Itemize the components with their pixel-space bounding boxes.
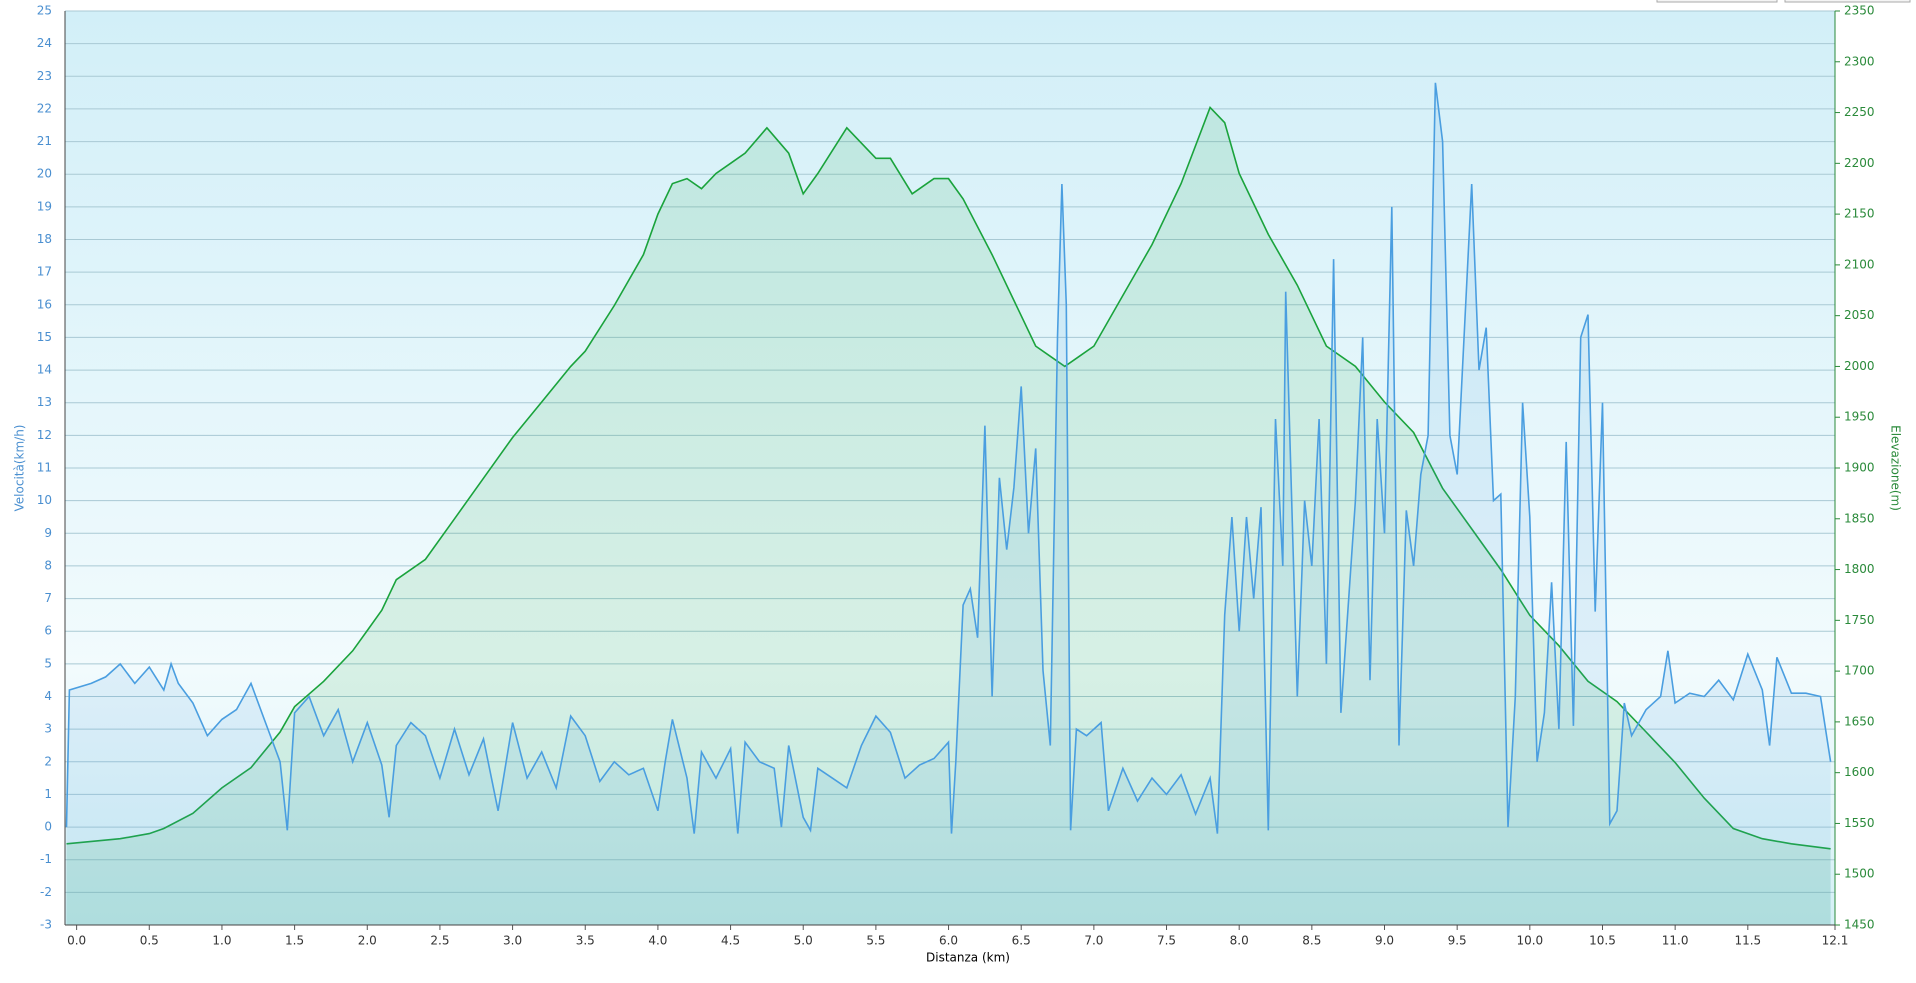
y-tick-label: 11 [37, 461, 52, 475]
button[interactable] [1784, 0, 1911, 3]
y-tick-label: 23 [37, 69, 52, 83]
x-tick-label: 7.0 [1084, 934, 1103, 948]
x-tick-label: 8.0 [1230, 934, 1249, 948]
x-axis-label: Distanza (km) [926, 951, 1010, 965]
line [66, 106, 1831, 850]
y2-tick-label: 2100 [1844, 257, 1875, 271]
x-tick-label: 0.0 [67, 934, 86, 948]
line [65, 82, 1832, 834]
y2-tick-label: 1850 [1844, 511, 1875, 525]
x-tick-label: 11.0 [1662, 934, 1689, 948]
y-tick-label: 25 [37, 4, 52, 18]
y2-tick-label: 2300 [1844, 54, 1875, 68]
y-tick-label: 10 [37, 493, 52, 507]
y-tick-label: 7 [44, 591, 52, 605]
area [66, 82, 1831, 926]
x-tick-label: 0.5 [140, 934, 159, 948]
y-tick-label: 2 [44, 754, 52, 768]
x-tick-label: 4.5 [721, 934, 740, 948]
y-tick-label: 24 [37, 36, 52, 50]
x-tick-label: 8.5 [1302, 934, 1321, 948]
y2-tick-label: 1800 [1844, 562, 1875, 576]
y-tick-label: 15 [37, 330, 52, 344]
y-tick-label: -3 [40, 918, 52, 932]
y2-tick-label: 1500 [1844, 867, 1875, 881]
x-tick-label: 3.5 [576, 934, 595, 948]
x-tick-label: 3.0 [503, 934, 522, 948]
x-tick-label: 1.0 [212, 934, 231, 948]
y2-tick-label: 2200 [1844, 156, 1875, 170]
y-tick-label: 0 [44, 820, 52, 834]
y2-tick-label: 1600 [1844, 765, 1875, 779]
y2-tick-label: 1950 [1844, 410, 1875, 424]
y2-tick-label: 1550 [1844, 816, 1875, 830]
y-tick-label: 1 [44, 787, 52, 801]
button[interactable] [1656, 0, 1778, 3]
x-tick-label: 5.5 [866, 934, 885, 948]
y2-tick-label: 1650 [1844, 714, 1875, 728]
y-tick-label: 3 [44, 722, 52, 736]
y-tick-label: 22 [37, 101, 52, 115]
y2-tick-label: 2350 [1844, 4, 1875, 18]
x-tick-label: 7.5 [1157, 934, 1176, 948]
x-tick-label: 2.5 [430, 934, 449, 948]
y-tick-label: 6 [44, 624, 52, 638]
y-tick-label: -1 [40, 852, 52, 866]
x-tick-label: 2.0 [358, 934, 377, 948]
y-tick-label: 18 [37, 232, 52, 246]
y-tick-label: 13 [37, 395, 52, 409]
x-tick-label: 10.0 [1516, 934, 1543, 948]
x-tick-label: 5.0 [794, 934, 813, 948]
y2-tick-label: 2250 [1844, 105, 1875, 119]
x-tick-label: 11.5 [1734, 934, 1761, 948]
x-tick-label: 10.5 [1589, 934, 1616, 948]
y-tick-label: 16 [37, 297, 52, 311]
x-tick-label: 12.1 [1822, 934, 1849, 948]
y2-tick-label: 1450 [1844, 918, 1875, 932]
x-tick-label: 6.5 [1012, 934, 1031, 948]
x-tick-label: 9.0 [1375, 934, 1394, 948]
y-tick-label: 21 [37, 134, 52, 148]
x-tick-label: 4.0 [648, 934, 667, 948]
y-tick-label: 14 [37, 363, 52, 377]
y2-tick-label: 1750 [1844, 613, 1875, 627]
y-tick-label: -2 [40, 885, 52, 899]
x-tick-label: 9.5 [1448, 934, 1467, 948]
y2-tick-label: 1700 [1844, 664, 1875, 678]
y2-axis-label: Elevazione(m) [1889, 425, 1903, 511]
x-tick-label: 1.5 [285, 934, 304, 948]
y-tick-label: 9 [44, 526, 52, 540]
y-tick-label: 19 [37, 199, 52, 213]
y-tick-label: 12 [37, 428, 52, 442]
x-tick-label: 6.0 [939, 934, 958, 948]
y-tick-label: 17 [37, 265, 52, 279]
y2-tick-label: 2000 [1844, 359, 1875, 373]
y-tick-label: 8 [44, 558, 52, 572]
y-tick-label: 4 [44, 689, 52, 703]
y-axis-label: Velocità(km/h) [13, 425, 27, 512]
y2-tick-label: 2150 [1844, 207, 1875, 221]
y2-tick-label: 2050 [1844, 308, 1875, 322]
y-tick-label: 20 [37, 167, 52, 181]
y2-tick-label: 1900 [1844, 461, 1875, 475]
area [66, 107, 1831, 925]
y-tick-label: 5 [44, 656, 52, 670]
